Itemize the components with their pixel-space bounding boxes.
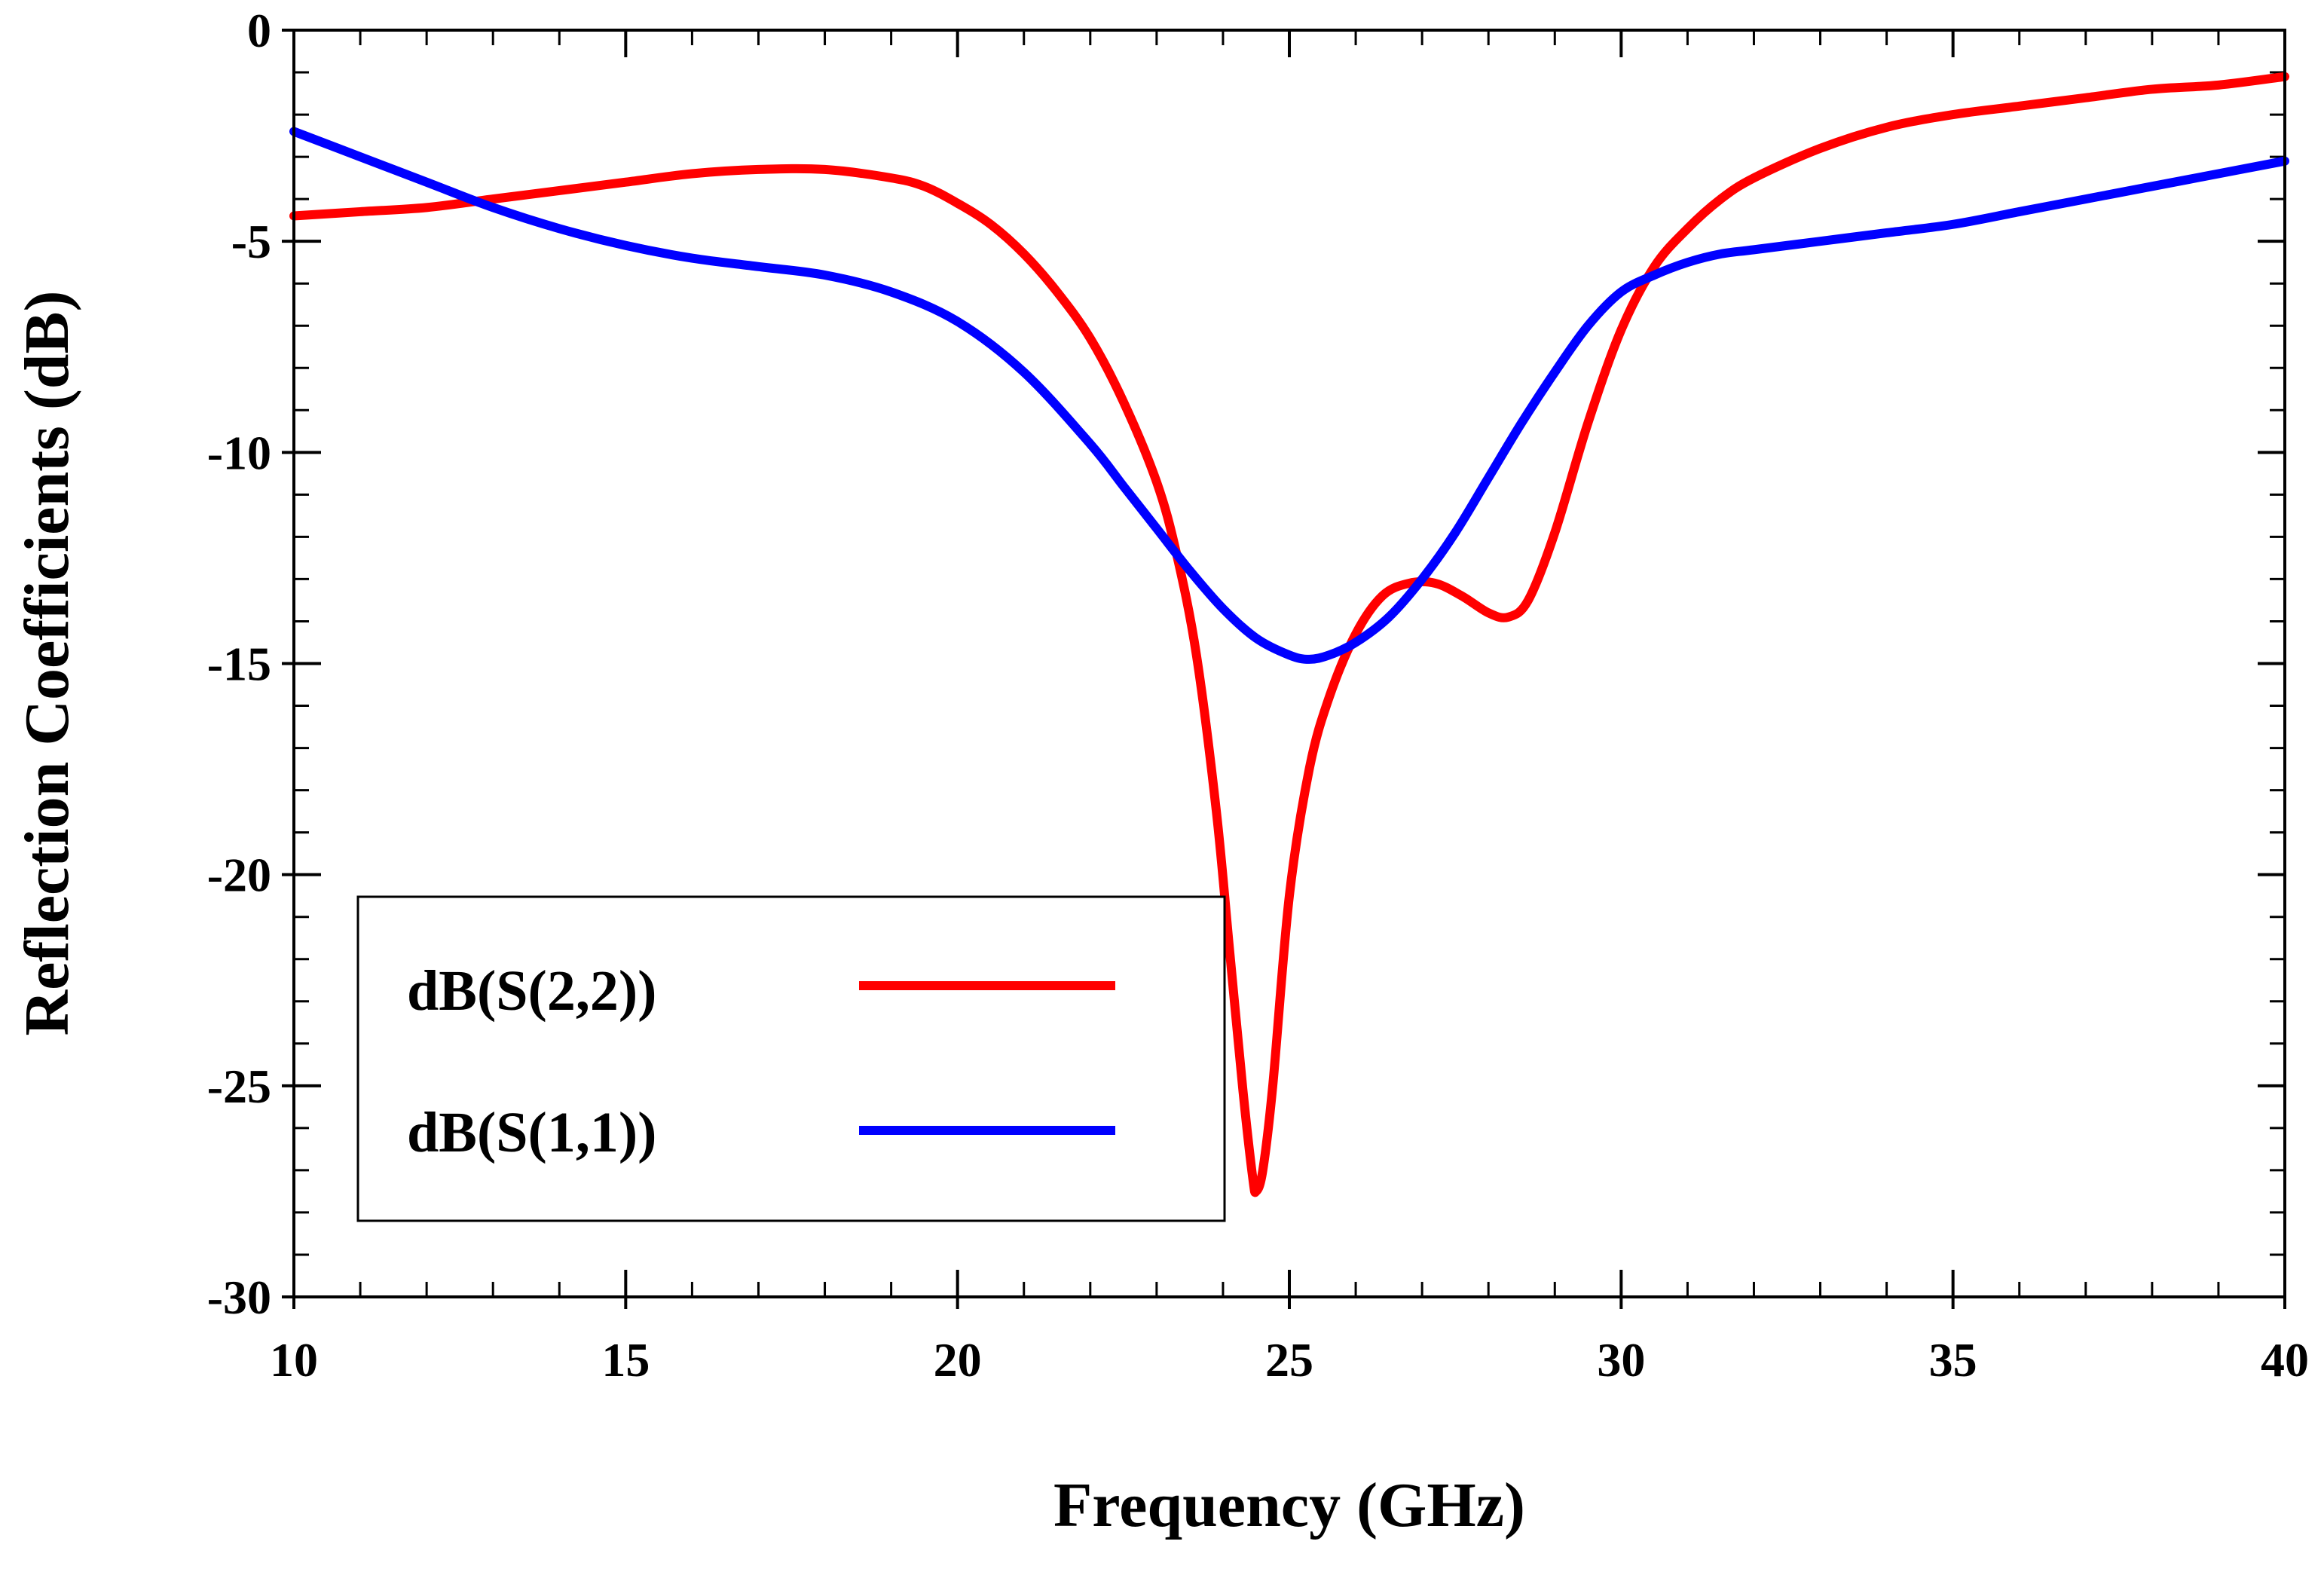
y-tick-label: -5 xyxy=(231,215,271,268)
y-tick-label: 0 xyxy=(247,4,271,57)
minor-ticks xyxy=(294,30,2285,1297)
y-tick-label: -15 xyxy=(207,638,271,691)
legend-box xyxy=(356,895,1226,1222)
y-tick-labels: 0 -5 -10 -15 -20 -25 -30 xyxy=(207,4,271,1324)
y-axis-title: Reflection Coefficients (dB) xyxy=(12,290,82,1035)
legend-label-s11: dB(S(1,1)) xyxy=(407,1101,656,1164)
x-tick-label: 40 xyxy=(2261,1333,2309,1387)
legend: dB(S(2,2)) dB(S(1,1)) xyxy=(356,895,1226,1222)
y-tick-label: -10 xyxy=(207,426,271,479)
x-axis-title: Frequency (GHz) xyxy=(1053,1470,1525,1540)
x-tick-label: 20 xyxy=(934,1333,982,1387)
plot-frame xyxy=(292,29,2286,1298)
series-lines xyxy=(289,72,2289,1197)
x-tick-label: 15 xyxy=(601,1333,650,1387)
y-tick-label: -25 xyxy=(207,1060,271,1113)
x-tick-label: 30 xyxy=(1597,1333,1645,1387)
x-tick-labels: 10 15 20 25 30 35 40 xyxy=(270,1333,2309,1387)
legend-label-s22: dB(S(2,2)) xyxy=(407,959,656,1023)
series-line-s11 xyxy=(289,127,2289,664)
x-tick-label: 35 xyxy=(1929,1333,1977,1387)
y-tick-label: -20 xyxy=(207,849,271,902)
series-line-s22 xyxy=(289,72,2289,1197)
x-tick-label: 25 xyxy=(1265,1333,1313,1387)
y-tick-label: -30 xyxy=(207,1271,271,1324)
x-tick-label: 10 xyxy=(270,1333,318,1387)
